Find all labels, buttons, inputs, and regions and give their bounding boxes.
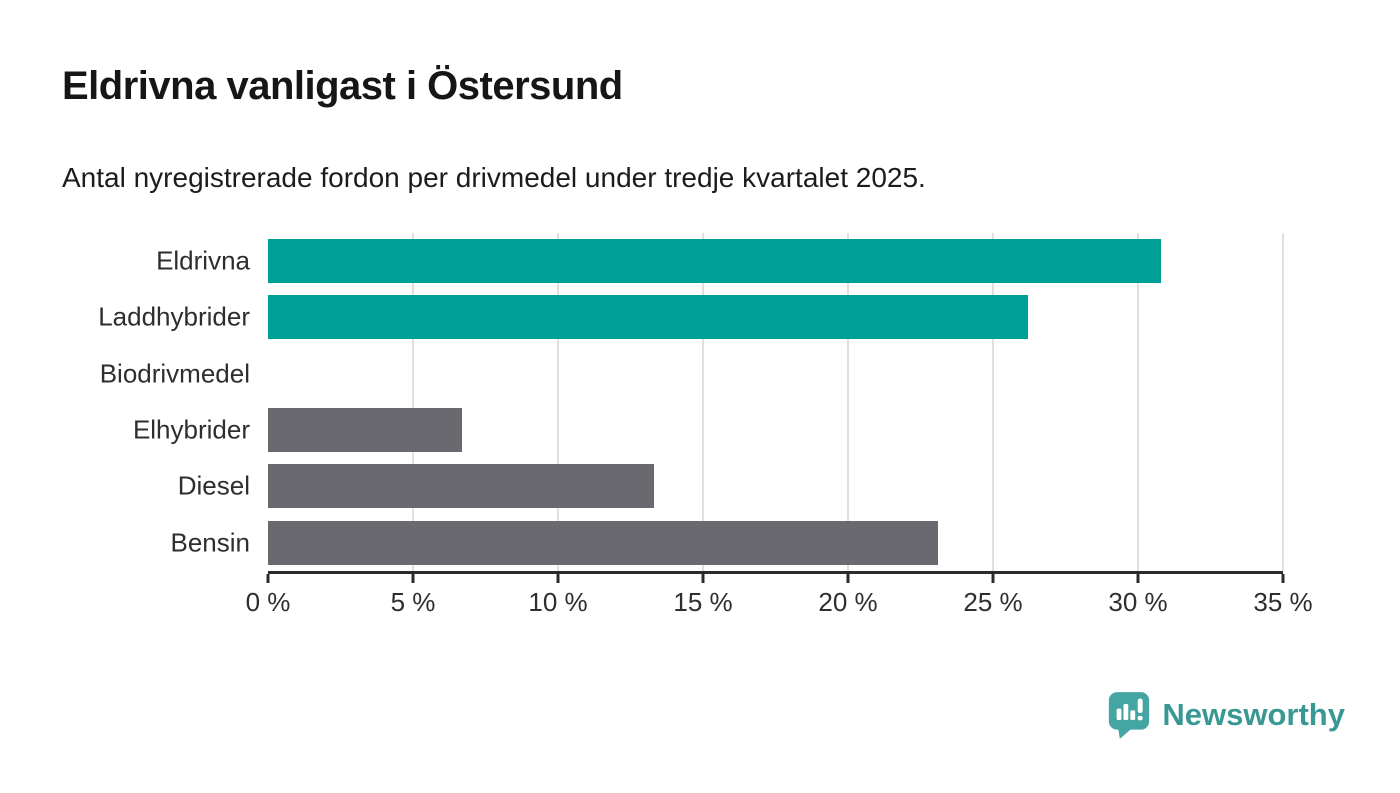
gridline-35% [1282, 233, 1284, 571]
bar-eldrivna [268, 239, 1162, 284]
tick-mark-25% [991, 574, 995, 583]
chart-row-eldrivna: Eldrivna [156, 233, 1283, 289]
bar-elhybrider [268, 408, 463, 453]
category-label-laddhybrider: Laddhybrider [98, 301, 250, 332]
bar-laddhybrider [268, 295, 1028, 340]
gridline-5% [412, 233, 414, 571]
tick-label-30%: 30 % [1108, 587, 1168, 617]
category-label-eldrivna: Eldrivna [156, 245, 250, 276]
bar-bensin [268, 520, 938, 565]
newsworthy-logo: Newsworthy [1107, 689, 1345, 741]
tick-mark-10% [556, 574, 560, 583]
gridline-10% [557, 233, 559, 571]
chart-row-elhybrider: Elhybrider [133, 402, 1283, 458]
tick-label-15%: 15 % [673, 587, 733, 617]
tick-label-0%: 0 % [245, 587, 291, 617]
chart-title: Eldrivna vanligast i Östersund [62, 64, 623, 108]
chart-row-bensin: Bensin [171, 515, 1283, 571]
tick-mark-30% [1136, 574, 1140, 583]
chart-row-laddhybrider: Laddhybrider [98, 289, 1283, 345]
tick-label-35%: 35 % [1253, 587, 1313, 617]
bar-chart-plot-area: Eldrivna Laddhybrider Biodrivmedel Elhybrid… [98, 233, 1284, 571]
category-label-bensin: Bensin [170, 527, 251, 558]
chart-row-biodrivmedel: Biodrivmedel [100, 346, 1283, 402]
newsworthy-logo-text: Newsworthy [1162, 697, 1345, 732]
tick-label-25%: 25 % [963, 587, 1023, 617]
tick-mark-0% [266, 574, 270, 583]
gridline-25% [992, 233, 994, 571]
gridline-20% [847, 233, 849, 571]
x-axis-line [268, 571, 1283, 574]
category-label-biodrivmedel: Biodrivmedel [99, 358, 250, 389]
tick-label-20%: 20 % [818, 587, 878, 617]
tick-label-10%: 10 % [528, 587, 588, 617]
category-label-diesel: Diesel [177, 470, 250, 501]
category-label-elhybrider: Elhybrider [132, 414, 250, 445]
gridline-15% [702, 233, 704, 571]
x-axis: 0 % 5 % 10 % 15 % 20 % 25 % 30 % 35 % [246, 571, 1313, 631]
newsworthy-bubble-chart-icon [1109, 692, 1150, 739]
tick-mark-35% [1281, 574, 1285, 583]
chart-row-diesel: Diesel [178, 458, 1283, 514]
gridline-30% [1137, 233, 1139, 571]
tick-mark-5% [411, 574, 415, 583]
tick-label-5%: 5 % [390, 587, 436, 617]
chart-subtitle: Antal nyregistrerade fordon per drivmede… [62, 162, 926, 193]
tick-mark-20% [846, 574, 850, 583]
bar-diesel [268, 464, 654, 509]
tick-mark-15% [701, 574, 705, 583]
